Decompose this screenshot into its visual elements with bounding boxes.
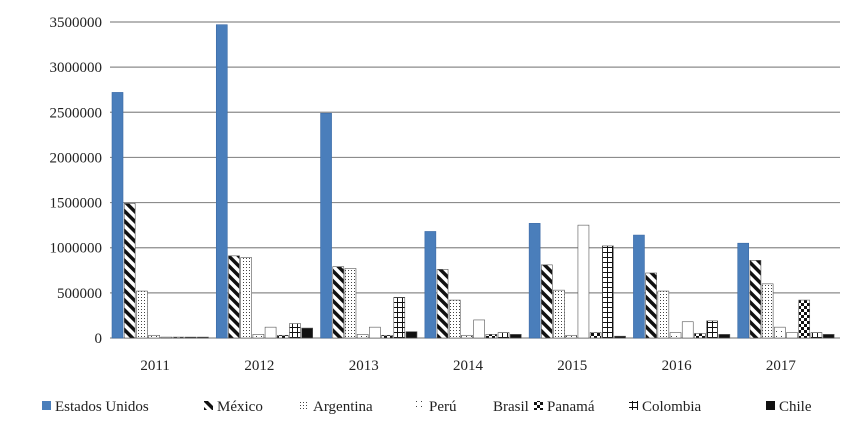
bar-panama-2013: [381, 334, 393, 339]
x-tick-label: 2011: [140, 358, 169, 374]
legend-label-argentina: Argentina: [313, 399, 373, 415]
y-tick-label: 3500000: [50, 15, 103, 31]
bar-brasil-2011: [160, 336, 173, 339]
bars: [111, 24, 835, 339]
legend-label-mexico: México: [217, 399, 263, 415]
bar-brasil-2014: [473, 319, 485, 339]
x-tick-label: 2014: [453, 358, 484, 374]
y-tick-label: 500000: [57, 286, 102, 302]
x-tick-label: 2016: [662, 358, 693, 374]
bar-peru-2016: [669, 332, 682, 339]
bar-peru-2012: [252, 334, 265, 339]
y-tick-label: 0: [95, 331, 103, 347]
bar-peru-2015: [565, 334, 578, 339]
bar-brasil-2017: [786, 332, 798, 339]
bar-mexico-2014: [436, 269, 449, 339]
legend-swatch-peru: [416, 401, 425, 410]
bar-estados-unidos-2013: [320, 112, 332, 339]
bar-brasil-2015: [577, 224, 590, 339]
bar-argentina-2011: [136, 290, 148, 339]
bar-colombia-2017: [810, 332, 823, 339]
y-tick-label: 2000000: [50, 150, 103, 166]
bar-mexico-2013: [332, 266, 345, 339]
bar-brasil-2012: [264, 326, 277, 339]
bar-colombia-2014: [497, 332, 510, 339]
bar-brasil-2016: [681, 321, 694, 339]
legend-label-estados-unidos: Estados Unidos: [55, 399, 149, 415]
bar-chile-2013: [405, 331, 418, 339]
bar-estados-unidos-2012: [215, 24, 228, 339]
bar-estados-unidos-2015: [528, 223, 541, 339]
y-tick-label: 3000000: [50, 60, 103, 76]
x-tick-label: 2017: [766, 358, 797, 374]
legend-swatch-colombia: [629, 401, 638, 410]
bar-mexico-2016: [645, 272, 657, 339]
y-axis-ticks: 0 500000 1000000 1500000 2000000 2500000 30000…: [50, 15, 103, 347]
legend-label-brasil: Brasil: [493, 399, 529, 415]
bar-argentina-2012: [240, 257, 252, 339]
bar-peru-2011: [148, 334, 160, 339]
bar-chile-2012: [301, 327, 313, 339]
bar-brasil-2013: [369, 326, 381, 339]
legend-swatch-estados-unidos: [42, 401, 51, 410]
bar-colombia-2013: [393, 297, 406, 339]
y-tick-label: 2500000: [50, 105, 103, 121]
bar-peru-2013: [356, 334, 369, 339]
bar-estados-unidos-2014: [424, 231, 437, 339]
legend-label-chile: Chile: [779, 399, 812, 415]
bar-argentina-2015: [553, 289, 565, 339]
bar-estados-unidos-2011: [111, 92, 124, 339]
legend-swatch-chile: [766, 401, 775, 410]
bar-colombia-2011: [184, 336, 197, 339]
bar-colombia-2016: [706, 320, 718, 339]
legend-label-panama: Panamá: [547, 399, 595, 415]
bar-chile-2016: [718, 334, 731, 339]
bar-peru-2014: [461, 334, 473, 339]
bar-argentina-2013: [344, 268, 357, 339]
bar-argentina-2017: [761, 283, 774, 339]
legend-swatch-brasil: [479, 400, 490, 411]
bar-chile-2015: [614, 335, 626, 339]
bar-peru-2017: [774, 326, 786, 339]
bar-panama-2016: [694, 333, 706, 339]
bar-chile-2017: [822, 334, 835, 339]
bar-argentina-2014: [448, 299, 461, 339]
bar-panama-2015: [589, 332, 602, 339]
x-axis-ticks: 2011 2012 2013 2014 2015 2016 2017: [140, 358, 796, 374]
x-tick-label: 2013: [349, 358, 379, 374]
bar-panama-2017: [798, 299, 811, 339]
bar-mexico-2011: [123, 203, 136, 339]
legend-label-peru: Perú: [429, 399, 457, 415]
bar-panama-2014: [485, 334, 498, 339]
bar-argentina-2016: [657, 290, 670, 339]
bar-chile-2011: [197, 336, 209, 339]
bar-mexico-2012: [228, 255, 240, 339]
x-tick-label: 2015: [557, 358, 587, 374]
y-tick-label: 1000000: [50, 241, 103, 257]
bar-colombia-2012: [289, 323, 301, 339]
y-tick-label: 1500000: [50, 196, 103, 212]
legend-swatch-argentina: [300, 401, 309, 410]
bar-estados-unidos-2017: [737, 242, 750, 339]
bar-panama-2011: [172, 336, 185, 339]
bar-mexico-2015: [541, 264, 553, 339]
legend-swatch-panama: [534, 401, 543, 410]
bar-chile-2014: [509, 334, 522, 339]
x-tick-label: 2012: [244, 358, 274, 374]
bar-panama-2012: [276, 334, 289, 339]
bar-colombia-2015: [602, 245, 614, 339]
legend: Estados Unidos México Argentina Perú Brasil P…: [42, 399, 812, 415]
legend-label-colombia: Colombia: [642, 399, 702, 415]
bar-estados-unidos-2016: [633, 234, 645, 339]
bar-mexico-2017: [749, 260, 762, 339]
legend-swatch-mexico: [204, 401, 213, 410]
